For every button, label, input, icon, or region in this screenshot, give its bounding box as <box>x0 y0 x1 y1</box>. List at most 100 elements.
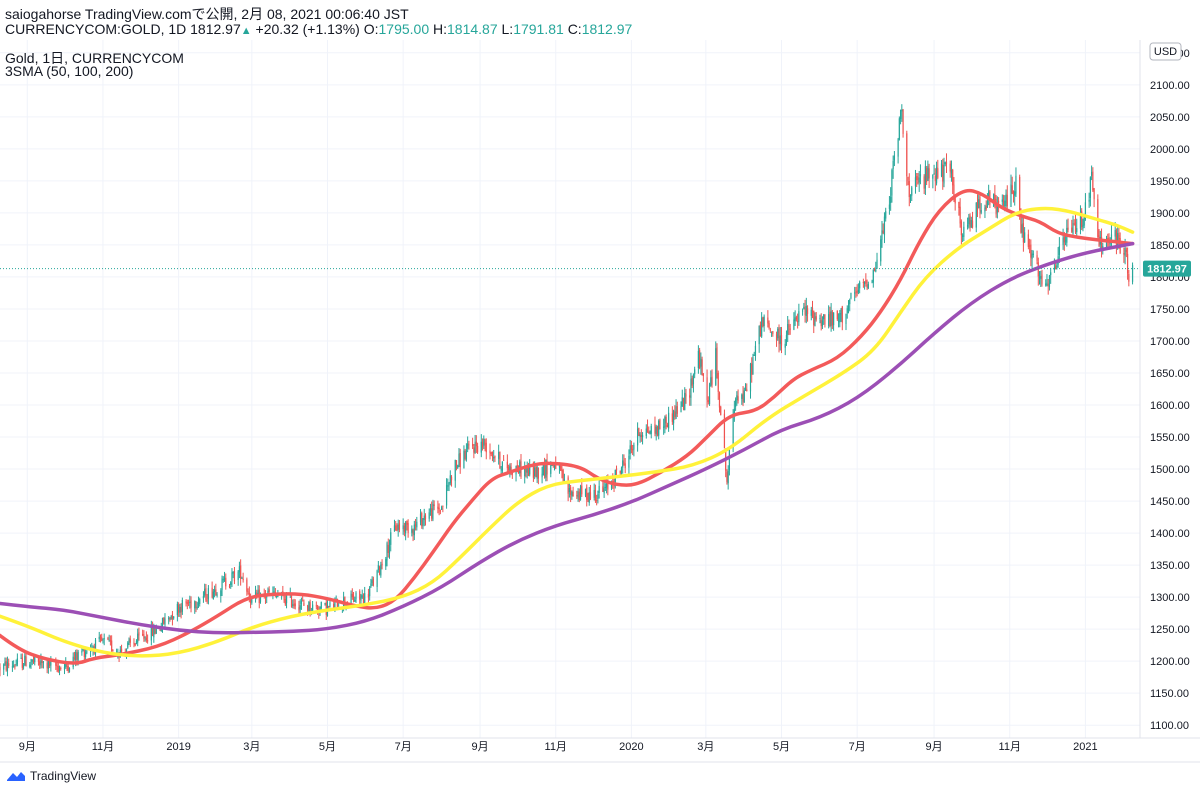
candle-body <box>501 461 503 471</box>
candle-body <box>98 636 100 640</box>
candle-body <box>292 604 294 606</box>
candle-body <box>107 638 109 640</box>
x-tick-label: 2019 <box>166 741 190 753</box>
candle-body <box>668 412 670 429</box>
candle-body <box>463 450 465 469</box>
price-axis[interactable]: 1100.00 1150.00 1200.00 1250.00 1300.00 1350.… <box>1150 48 1190 732</box>
candle-body <box>866 284 868 289</box>
tradingview-footer[interactable]: TradingView <box>6 769 96 783</box>
candle-body <box>666 424 668 428</box>
candle-body <box>490 452 492 454</box>
candle-body <box>909 195 912 197</box>
candle-body <box>216 594 218 596</box>
candle-body <box>780 334 783 346</box>
candle-body <box>1076 228 1078 233</box>
candle-body <box>543 462 546 476</box>
candle-body <box>476 445 479 453</box>
candle-body <box>127 642 129 648</box>
candle-body <box>959 206 961 224</box>
candle-body <box>386 543 388 561</box>
candle-body <box>814 317 816 327</box>
candle-body <box>1100 236 1103 249</box>
candle-body <box>700 358 702 367</box>
candle-body <box>588 492 590 503</box>
candle-body <box>561 469 563 472</box>
time-axis[interactable]: 9月 11月 2019 3月 5月 7月 9月 11月 2020 3月 5月 7月 9月 11月 2021 <box>19 741 1098 753</box>
candle-body <box>447 485 449 487</box>
x-tick-label: 11月 <box>92 741 114 753</box>
candle-body <box>429 508 432 512</box>
candle-body <box>134 643 136 646</box>
candle-body <box>628 455 630 468</box>
candle-body <box>438 507 440 510</box>
candle-body <box>1012 191 1015 194</box>
publish-info: saiogahorse TradingView.comで公開, 2月 08, 2… <box>5 6 409 22</box>
candle-body <box>205 587 207 601</box>
candle-body <box>806 308 809 314</box>
candle-body <box>423 515 425 521</box>
candle-body <box>803 306 805 309</box>
candle-body <box>185 601 187 604</box>
candle-body <box>970 219 972 228</box>
candle-body <box>615 468 618 471</box>
candle-body <box>689 395 691 398</box>
candle-body <box>381 563 383 566</box>
indicator-legend[interactable]: 3SMA (50, 100, 200) <box>5 63 134 79</box>
chart-title[interactable]: Gold, 1日, CURRENCYCOM <box>5 50 184 66</box>
close-label: C: <box>567 21 582 37</box>
candle-body <box>793 319 795 330</box>
candle-body <box>468 444 470 446</box>
candle-body <box>328 605 330 607</box>
candle-body <box>298 607 300 611</box>
x-tick-label: 3月 <box>243 741 260 753</box>
x-tick-label: 5月 <box>773 741 790 753</box>
candle-body <box>1046 282 1048 284</box>
candle-body <box>84 651 87 657</box>
candle-body <box>155 628 157 634</box>
candle-body <box>622 460 624 468</box>
candle-body <box>276 595 278 597</box>
candle-body <box>81 651 83 653</box>
candle-body <box>437 506 439 509</box>
candle-body <box>320 602 322 609</box>
candle-body <box>195 601 197 607</box>
candle-body <box>376 570 378 587</box>
x-tick-label: 5月 <box>319 741 336 753</box>
candle-body <box>875 269 877 272</box>
candle-body <box>717 372 719 392</box>
candle-body <box>986 201 989 208</box>
candle-body <box>413 524 415 536</box>
candle-body <box>623 461 625 464</box>
candle-body <box>847 305 850 310</box>
candle-body <box>560 464 562 471</box>
candle-body <box>767 317 769 324</box>
candle-body <box>506 461 508 469</box>
candle-body <box>777 328 779 339</box>
candle-body <box>151 626 154 636</box>
candle-body <box>277 596 279 598</box>
candle-body <box>377 565 379 570</box>
candle-body <box>1081 211 1083 228</box>
candle-body <box>753 354 755 356</box>
candle-body <box>934 175 936 182</box>
candle-body <box>457 465 459 468</box>
candle-body <box>960 221 962 236</box>
candle-body <box>911 187 913 196</box>
candle-body <box>1004 200 1006 207</box>
candle-body <box>637 428 639 446</box>
candle-body <box>449 475 451 484</box>
candle-body <box>1040 275 1042 279</box>
candle-body <box>994 193 996 201</box>
candle-body <box>204 588 206 596</box>
candle-body <box>1088 199 1090 202</box>
candle-body <box>963 226 965 237</box>
candle-body <box>467 443 469 449</box>
candle-body <box>837 320 840 322</box>
usd-badge[interactable]: USD <box>1149 42 1182 61</box>
candle-body <box>775 334 778 341</box>
candle-body <box>524 467 526 477</box>
y-tick-label: 1750.00 <box>1150 304 1190 316</box>
candle-body <box>577 491 579 498</box>
candle-body <box>283 594 285 601</box>
